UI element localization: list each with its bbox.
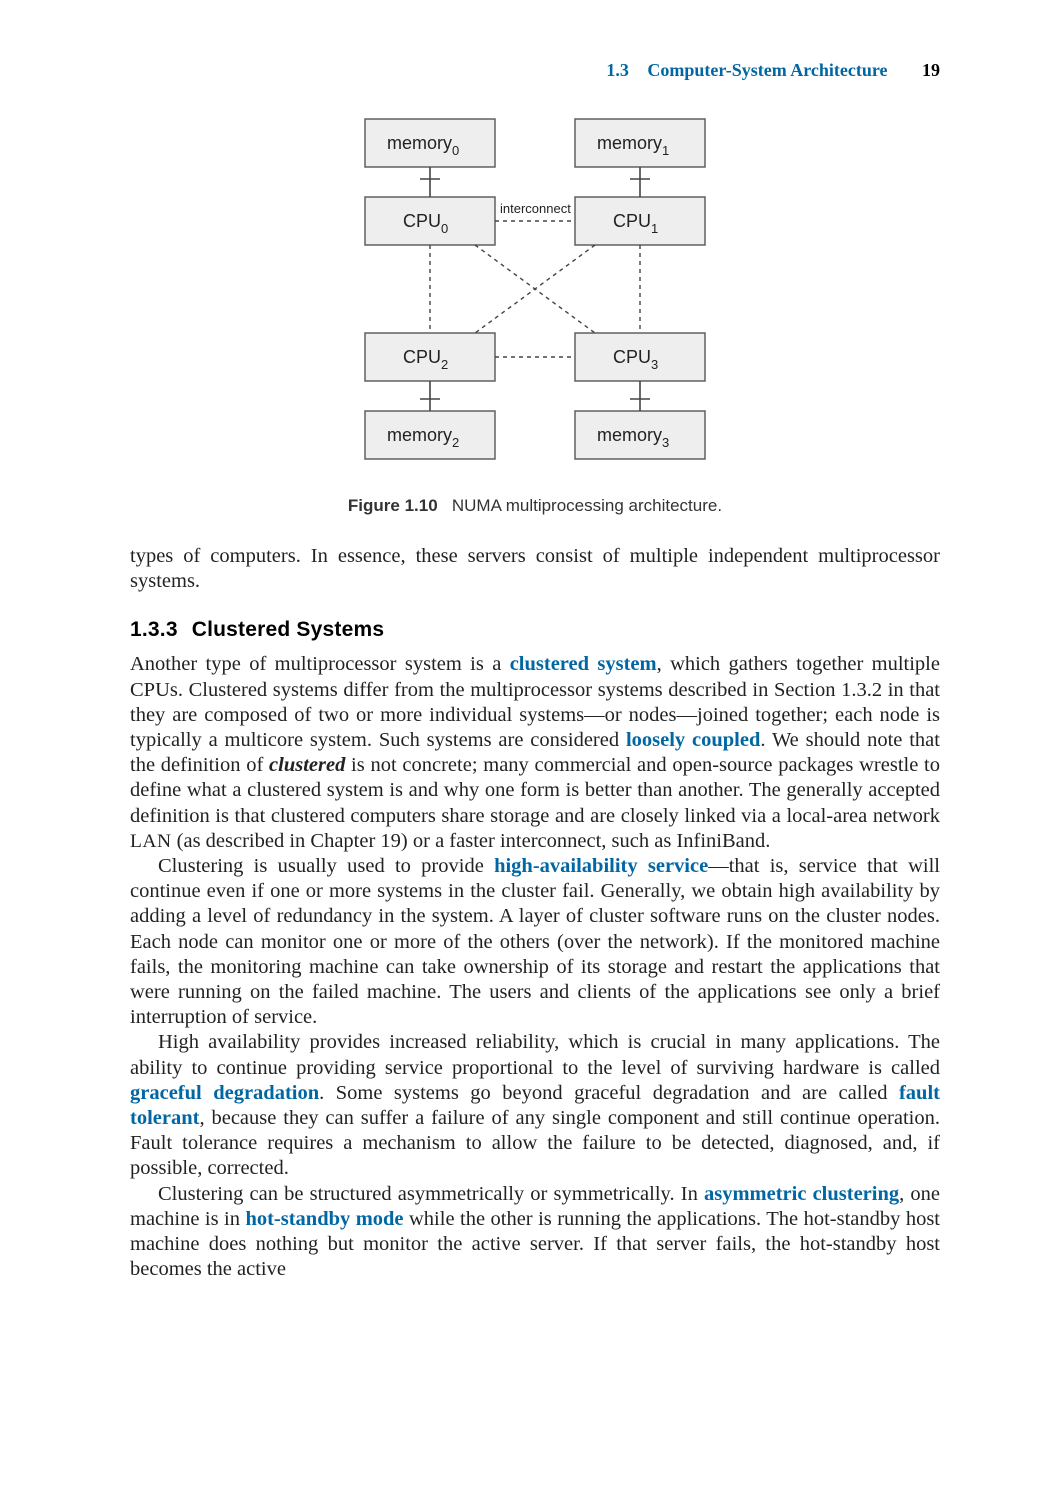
term-graceful-degradation: graceful degradation (130, 1082, 319, 1104)
paragraph-4: Clustering can be structured asymmetrica… (130, 1182, 940, 1283)
figure-caption-text: NUMA multiprocessing architecture. (452, 496, 722, 515)
paragraph-3: High availability provides increased rel… (130, 1030, 940, 1181)
smallcaps-lan: LAN (130, 831, 172, 852)
term-hot-standby: hot-standby mode (245, 1208, 403, 1230)
term-clustered-system: clustered system (510, 653, 657, 675)
header-page-number: 19 (922, 60, 940, 80)
header-section-number: 1.3 (606, 60, 629, 80)
paragraph-2: Clustering is usually used to provide hi… (130, 854, 940, 1030)
italic-clustered: clustered (269, 754, 345, 776)
interconnect-label: interconnect (500, 201, 571, 216)
lead-paragraph: types of computers. In essence, these se… (130, 544, 940, 594)
page: 1.3 Computer-System Architecture 19 (0, 0, 1050, 1500)
section-title: Clustered Systems (192, 618, 384, 641)
running-head: 1.3 Computer-System Architecture 19 (130, 60, 940, 81)
figure-diagram: memory0 memory1 CPU0 CPU1 CPU2 CPU3 memo… (130, 109, 940, 474)
figure-caption: Figure 1.10 NUMA multiprocessing archite… (130, 496, 940, 516)
section-heading: 1.3.3 Clustered Systems (130, 618, 940, 642)
section-number: 1.3.3 (130, 618, 178, 641)
paragraph-1: Another type of multiprocessor system is… (130, 652, 940, 854)
figure-label: Figure 1.10 (348, 496, 438, 515)
term-asymmetric-clustering: asymmetric clustering (704, 1183, 899, 1205)
numa-diagram: memory0 memory1 CPU0 CPU1 CPU2 CPU3 memo… (325, 109, 745, 469)
header-section-title: Computer-System Architecture (647, 60, 887, 80)
term-high-availability: high-availability service (494, 855, 708, 877)
term-loosely-coupled: loosely coupled (626, 729, 760, 751)
